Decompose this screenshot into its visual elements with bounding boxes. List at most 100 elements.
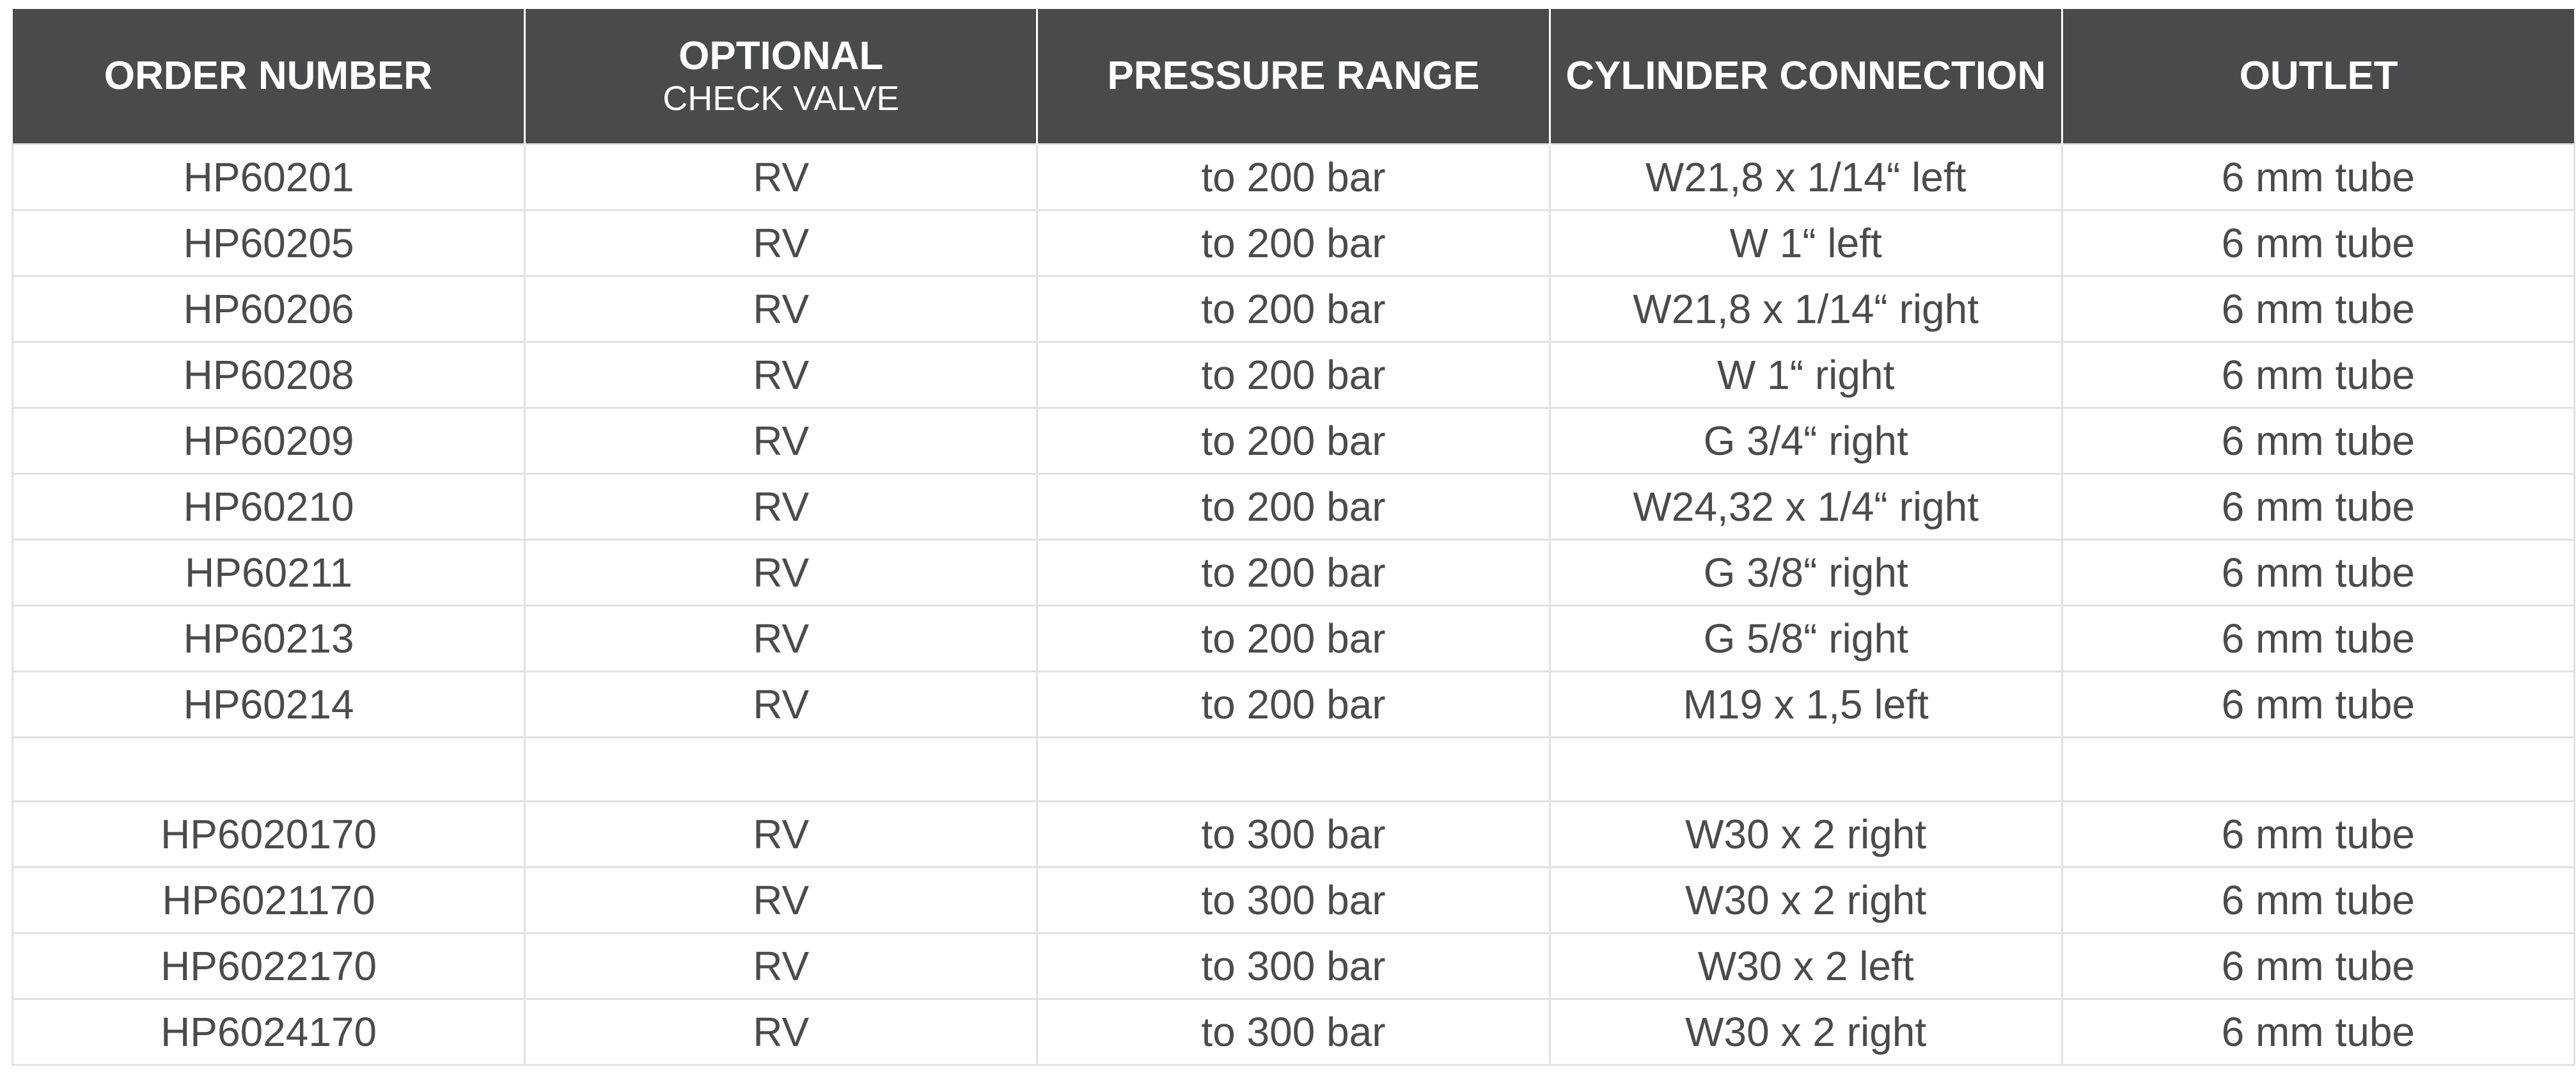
cell-check-valve: RV bbox=[524, 866, 1039, 934]
table-row: HP60214 RV to 200 bar M19 x 1,5 left 6 m… bbox=[11, 670, 2575, 738]
cell-outlet: 6 mm tube bbox=[2061, 998, 2575, 1066]
header-order-number-label: ORDER NUMBER bbox=[104, 54, 432, 98]
cell-check-valve: RV bbox=[524, 473, 1039, 541]
cell-pressure-range: to 200 bar bbox=[1036, 209, 1551, 277]
cell-pressure-range: to 200 bar bbox=[1036, 407, 1551, 475]
header-pressure-range: PRESSURE RANGE bbox=[1036, 9, 1551, 145]
table-spacer-row bbox=[11, 736, 2575, 802]
cell-order-number: HP60210 bbox=[11, 473, 526, 541]
cell-empty bbox=[11, 736, 526, 802]
table-row: HP60213 RV to 200 bar G 5/8“ right 6 mm … bbox=[11, 605, 2575, 672]
cell-outlet: 6 mm tube bbox=[2061, 605, 2575, 672]
table-row: HP6024170 RV to 300 bar W30 x 2 right 6 … bbox=[11, 998, 2575, 1066]
cell-empty bbox=[2061, 736, 2575, 802]
cell-pressure-range: to 200 bar bbox=[1036, 473, 1551, 541]
header-check-valve-sublabel: CHECK VALVE bbox=[663, 79, 900, 118]
cell-outlet: 6 mm tube bbox=[2061, 539, 2575, 606]
cell-check-valve: RV bbox=[524, 341, 1039, 409]
table-header: ORDER NUMBER OPTIONAL CHECK VALVE PRESSU… bbox=[12, 9, 2575, 145]
cell-cylinder-connection: W 1“ left bbox=[1548, 209, 2063, 277]
cell-pressure-range: to 300 bar bbox=[1036, 800, 1551, 868]
table-row: HP60206 RV to 200 bar W21,8 x 1/14“ righ… bbox=[11, 275, 2575, 343]
cell-cylinder-connection: W 1“ right bbox=[1548, 341, 2063, 409]
cell-check-valve: RV bbox=[524, 209, 1039, 277]
cell-order-number: HP60201 bbox=[11, 143, 526, 211]
cell-pressure-range: to 300 bar bbox=[1036, 866, 1551, 934]
cell-check-valve: RV bbox=[524, 800, 1039, 868]
cell-cylinder-connection: W21,8 x 1/14“ right bbox=[1548, 275, 2063, 343]
cell-cylinder-connection: W30 x 2 right bbox=[1548, 800, 2063, 868]
header-outlet: OUTLET bbox=[2061, 9, 2575, 145]
cell-outlet: 6 mm tube bbox=[2061, 341, 2575, 409]
header-row: ORDER NUMBER OPTIONAL CHECK VALVE PRESSU… bbox=[12, 9, 2575, 145]
cell-order-number: HP6024170 bbox=[11, 998, 526, 1066]
cell-cylinder-connection: G 3/4“ right bbox=[1548, 407, 2063, 475]
cell-outlet: 6 mm tube bbox=[2061, 143, 2575, 211]
cell-order-number: HP60208 bbox=[11, 341, 526, 409]
cell-outlet: 6 mm tube bbox=[2061, 473, 2575, 541]
cell-outlet: 6 mm tube bbox=[2061, 275, 2575, 343]
header-optional-label: OPTIONAL bbox=[679, 34, 884, 78]
cell-empty bbox=[1548, 736, 2063, 802]
cell-cylinder-connection: W24,32 x 1/4“ right bbox=[1548, 473, 2063, 541]
cell-cylinder-connection: W30 x 2 left bbox=[1548, 932, 2063, 1000]
cell-outlet: 6 mm tube bbox=[2061, 932, 2575, 1000]
table-row: HP6021170 RV to 300 bar W30 x 2 right 6 … bbox=[11, 866, 2575, 934]
cell-outlet: 6 mm tube bbox=[2061, 866, 2575, 934]
cell-empty bbox=[524, 736, 1039, 802]
cell-order-number: HP6020170 bbox=[11, 800, 526, 868]
cell-order-number: HP60206 bbox=[11, 275, 526, 343]
cell-cylinder-connection: W30 x 2 right bbox=[1548, 998, 2063, 1066]
cell-order-number: HP6022170 bbox=[11, 932, 526, 1000]
cell-order-number: HP60213 bbox=[11, 605, 526, 672]
cell-pressure-range: to 300 bar bbox=[1036, 998, 1551, 1066]
cell-cylinder-connection: G 5/8“ right bbox=[1548, 605, 2063, 672]
table-row: HP60211 RV to 200 bar G 3/8“ right 6 mm … bbox=[11, 539, 2575, 606]
header-outlet-label: OUTLET bbox=[2239, 54, 2398, 98]
cell-order-number: HP60214 bbox=[11, 670, 526, 738]
cell-check-valve: RV bbox=[524, 275, 1039, 343]
header-pressure-range-label: PRESSURE RANGE bbox=[1107, 54, 1480, 98]
cell-pressure-range: to 200 bar bbox=[1036, 275, 1551, 343]
table-body: HP60201 RV to 200 bar W21,8 x 1/14“ left… bbox=[11, 143, 2575, 1066]
cell-check-valve: RV bbox=[524, 670, 1039, 738]
cell-cylinder-connection: W30 x 2 right bbox=[1548, 866, 2063, 934]
cell-cylinder-connection: M19 x 1,5 left bbox=[1548, 670, 2063, 738]
cell-check-valve: RV bbox=[524, 605, 1039, 672]
cell-cylinder-connection: G 3/8“ right bbox=[1548, 539, 2063, 606]
table-row: HP60201 RV to 200 bar W21,8 x 1/14“ left… bbox=[11, 143, 2575, 211]
cell-cylinder-connection: W21,8 x 1/14“ left bbox=[1548, 143, 2063, 211]
cell-check-valve: RV bbox=[524, 407, 1039, 475]
table-row: HP60205 RV to 200 bar W 1“ left 6 mm tub… bbox=[11, 209, 2575, 277]
cell-check-valve: RV bbox=[524, 539, 1039, 606]
cell-outlet: 6 mm tube bbox=[2061, 209, 2575, 277]
header-order-number: ORDER NUMBER bbox=[12, 9, 526, 145]
cell-order-number: HP60211 bbox=[11, 539, 526, 606]
cell-pressure-range: to 200 bar bbox=[1036, 539, 1551, 606]
cell-check-valve: RV bbox=[524, 998, 1039, 1066]
cell-pressure-range: to 200 bar bbox=[1036, 670, 1551, 738]
cell-order-number: HP60209 bbox=[11, 407, 526, 475]
cell-outlet: 6 mm tube bbox=[2061, 800, 2575, 868]
header-cylinder-connection: CYLINDER CONNECTION bbox=[1548, 9, 2063, 145]
table-row: HP60209 RV to 200 bar G 3/4“ right 6 mm … bbox=[11, 407, 2575, 475]
header-optional-check-valve: OPTIONAL CHECK VALVE bbox=[524, 9, 1039, 145]
header-cylinder-connection-label: CYLINDER CONNECTION bbox=[1566, 54, 2046, 98]
cell-outlet: 6 mm tube bbox=[2061, 407, 2575, 475]
table-row: HP60208 RV to 200 bar W 1“ right 6 mm tu… bbox=[11, 341, 2575, 409]
cell-check-valve: RV bbox=[524, 143, 1039, 211]
table-row: HP6020170 RV to 300 bar W30 x 2 right 6 … bbox=[11, 800, 2575, 868]
cell-empty bbox=[1036, 736, 1551, 802]
cell-order-number: HP6021170 bbox=[11, 866, 526, 934]
product-table-container: ORDER NUMBER OPTIONAL CHECK VALVE PRESSU… bbox=[11, 9, 2575, 1066]
cell-pressure-range: to 300 bar bbox=[1036, 932, 1551, 1000]
product-spec-table: ORDER NUMBER OPTIONAL CHECK VALVE PRESSU… bbox=[11, 9, 2575, 1066]
cell-outlet: 6 mm tube bbox=[2061, 670, 2575, 738]
table-row: HP60210 RV to 200 bar W24,32 x 1/4“ righ… bbox=[11, 473, 2575, 541]
cell-pressure-range: to 200 bar bbox=[1036, 341, 1551, 409]
cell-order-number: HP60205 bbox=[11, 209, 526, 277]
cell-check-valve: RV bbox=[524, 932, 1039, 1000]
table-row: HP6022170 RV to 300 bar W30 x 2 left 6 m… bbox=[11, 932, 2575, 1000]
cell-pressure-range: to 200 bar bbox=[1036, 143, 1551, 211]
cell-pressure-range: to 200 bar bbox=[1036, 605, 1551, 672]
